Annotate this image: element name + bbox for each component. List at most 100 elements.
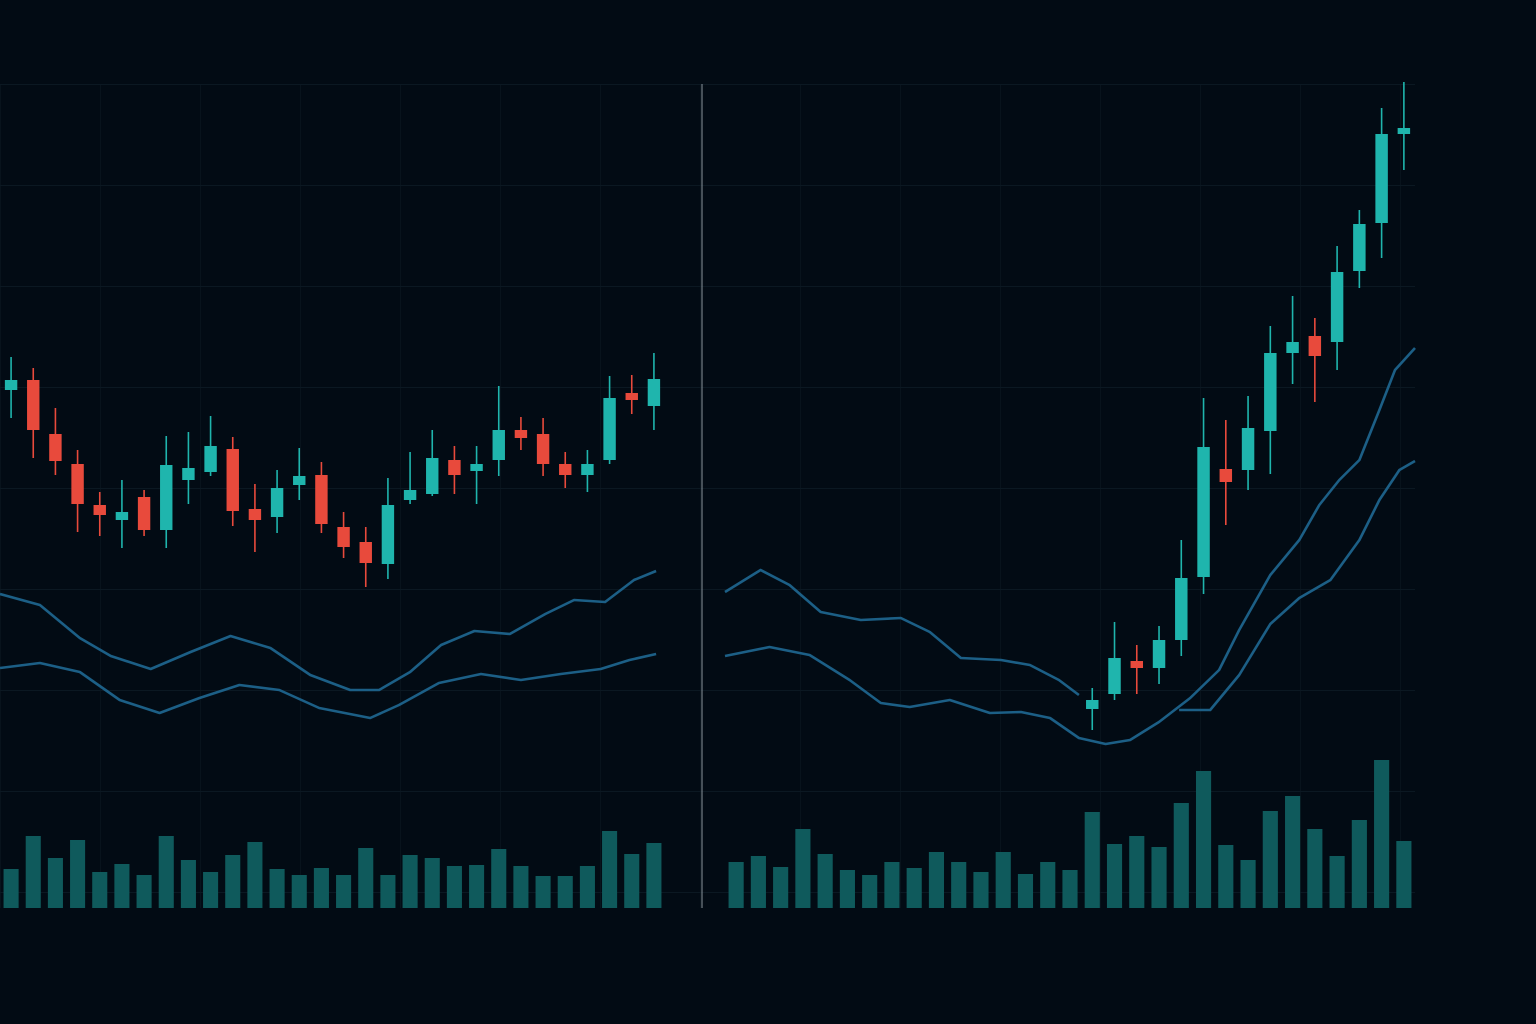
candle-body xyxy=(1175,578,1188,640)
candle-body xyxy=(448,460,461,475)
candle-body xyxy=(514,430,528,438)
volume-bar xyxy=(469,865,485,908)
candle-body xyxy=(71,464,84,504)
candle-body xyxy=(1397,128,1411,134)
candle-body xyxy=(426,458,439,494)
volume-bar xyxy=(1084,812,1100,908)
candle-body xyxy=(204,446,217,472)
candle-body xyxy=(315,475,328,524)
volume-bar xyxy=(92,872,108,908)
volume-bar xyxy=(247,842,263,908)
volume-bar xyxy=(750,856,766,908)
volume-bar xyxy=(1218,845,1234,908)
candle-body xyxy=(1286,342,1299,353)
candle-body xyxy=(1152,640,1166,668)
volume-bar xyxy=(839,870,855,908)
candle-body xyxy=(647,379,661,406)
volume-bar xyxy=(358,848,374,908)
volume-bar xyxy=(557,876,573,908)
candle-body xyxy=(470,464,483,471)
candle-body xyxy=(1330,272,1344,342)
volume-bar xyxy=(70,840,86,908)
candle-body xyxy=(4,380,18,390)
volume-bar xyxy=(1396,841,1412,908)
volume-bar xyxy=(136,875,152,908)
candle-body xyxy=(1086,700,1099,709)
volume-bar xyxy=(1307,829,1323,908)
volume-bar xyxy=(579,866,595,908)
volume-bar xyxy=(1240,860,1256,908)
candle-body xyxy=(381,505,395,564)
candle-body xyxy=(49,434,62,461)
volume-bar xyxy=(3,869,19,908)
volume-bar xyxy=(862,875,878,908)
candle-body xyxy=(137,497,151,530)
indicator-line xyxy=(724,347,1416,746)
volume-bar xyxy=(795,829,811,908)
volume-bar xyxy=(1329,856,1345,908)
indicator-line xyxy=(0,652,657,720)
candle-body xyxy=(115,512,129,520)
candle-body xyxy=(559,464,572,475)
candle-body xyxy=(93,505,106,515)
volume-bar xyxy=(491,849,507,908)
candle-body xyxy=(359,542,372,563)
candle-body xyxy=(1241,428,1255,470)
volume-bar xyxy=(1040,862,1056,908)
candle-body xyxy=(1219,469,1233,482)
volume-bar xyxy=(1173,803,1189,908)
candle-body xyxy=(603,398,616,460)
volume-bar xyxy=(336,875,352,908)
candle-body xyxy=(1130,661,1144,668)
volume-bar xyxy=(1062,870,1078,908)
volume-bar xyxy=(47,858,63,908)
candle-body xyxy=(1108,658,1121,694)
candle-body xyxy=(1375,134,1388,223)
volume-bar xyxy=(180,860,196,908)
volume-bar xyxy=(313,868,329,908)
candle-body xyxy=(27,380,40,430)
volume-bar xyxy=(225,855,241,908)
volume-bar xyxy=(995,852,1011,908)
volume-bar xyxy=(1262,811,1278,908)
indicator-line xyxy=(1179,459,1416,712)
candle-body xyxy=(403,490,417,500)
candle-body xyxy=(248,509,262,520)
volume-bar xyxy=(424,858,440,908)
volume-bar xyxy=(269,869,285,908)
volume-bar xyxy=(602,831,618,908)
volume-bar xyxy=(646,843,662,908)
volume-bar xyxy=(203,872,219,908)
indicator-line xyxy=(724,568,1080,697)
candle-body xyxy=(1264,353,1277,431)
candle-body xyxy=(337,527,350,547)
volume-bar xyxy=(1151,847,1167,908)
volume-bar xyxy=(380,875,396,908)
volume-bar xyxy=(25,836,41,908)
volume-bar xyxy=(1017,874,1034,908)
indicator-line xyxy=(0,569,657,692)
volume-bar xyxy=(1374,760,1390,908)
volume-bar xyxy=(1129,836,1145,908)
candle-body xyxy=(160,465,173,530)
candle-body xyxy=(270,488,284,517)
candle-body xyxy=(293,476,306,485)
volume-bar xyxy=(446,866,462,908)
volume-bar xyxy=(1285,796,1301,908)
volume-bar xyxy=(624,854,640,908)
volume-bar xyxy=(402,855,418,908)
volume-bar xyxy=(1195,771,1212,908)
volume-bar xyxy=(884,862,900,908)
candle-body xyxy=(492,430,505,460)
volume-bar xyxy=(158,836,174,908)
candle-body xyxy=(1308,336,1322,356)
volume-bar xyxy=(114,864,130,908)
candle-body xyxy=(1197,447,1210,577)
candle-body xyxy=(581,464,594,475)
candle-body xyxy=(182,468,195,480)
candle-body xyxy=(625,393,638,400)
volume-bar xyxy=(535,876,551,908)
volume-bar xyxy=(728,862,744,908)
